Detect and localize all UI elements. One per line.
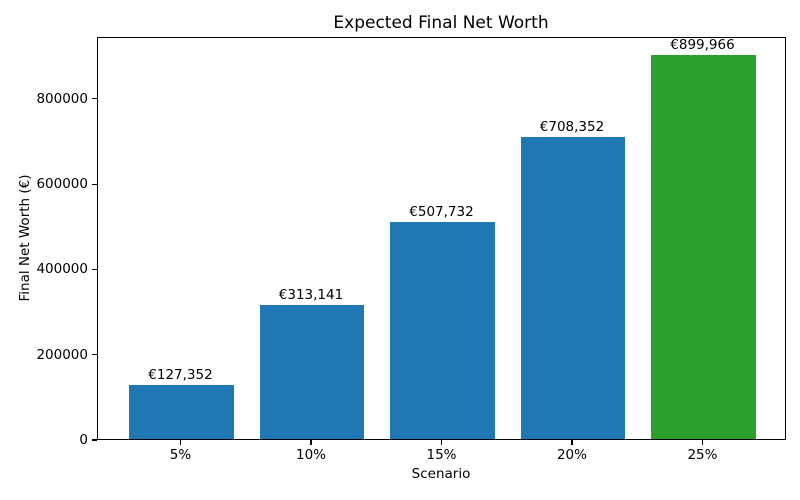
y-tick-mark-0 <box>92 439 97 441</box>
y-tick-label-600000: 600000 <box>36 176 88 193</box>
x-tick-label-20%: 20% <box>556 447 587 463</box>
x-tick-label-25%: 25% <box>687 447 718 463</box>
bar-value-label-15%: €507,732 <box>409 204 474 221</box>
bar-value-label-10%: €313,141 <box>278 287 344 304</box>
bar-10% <box>259 305 365 439</box>
y-tick-label-400000: 400000 <box>36 261 88 278</box>
x-tick-label-10%: 10% <box>295 447 326 463</box>
x-tick-mark-15% <box>440 440 443 445</box>
x-tick-label-5%: 5% <box>169 447 192 463</box>
bar-15% <box>390 222 495 439</box>
x-tick-mark-25% <box>701 440 704 445</box>
x-tick-mark-10% <box>310 440 312 445</box>
y-tick-mark-200000 <box>92 354 97 356</box>
plot-area <box>97 37 786 440</box>
bar-value-label-25%: €899,966 <box>670 37 735 54</box>
x-tick-label-15%: 15% <box>426 447 457 463</box>
bar-25% <box>651 55 756 439</box>
y-tick-label-800000: 800000 <box>36 90 88 107</box>
bar-5% <box>129 384 234 439</box>
y-tick-mark-400000 <box>92 268 97 270</box>
bar-value-label-20%: €708,352 <box>539 118 605 135</box>
bar-value-label-5%: €127,352 <box>148 366 213 383</box>
y-tick-label-200000: 200000 <box>36 346 88 363</box>
y-tick-label-0: 0 <box>79 432 88 448</box>
x-tick-mark-5% <box>179 440 182 445</box>
x-tick-mark-20% <box>571 440 573 445</box>
chart-title: Expected Final Net Worth <box>333 13 549 33</box>
bar-20% <box>520 136 626 439</box>
x-axis-label: Scenario <box>411 466 471 482</box>
y-tick-mark-600000 <box>92 183 97 185</box>
y-tick-mark-800000 <box>92 98 97 100</box>
y-axis-label: Final Net Worth (€) <box>17 174 33 302</box>
